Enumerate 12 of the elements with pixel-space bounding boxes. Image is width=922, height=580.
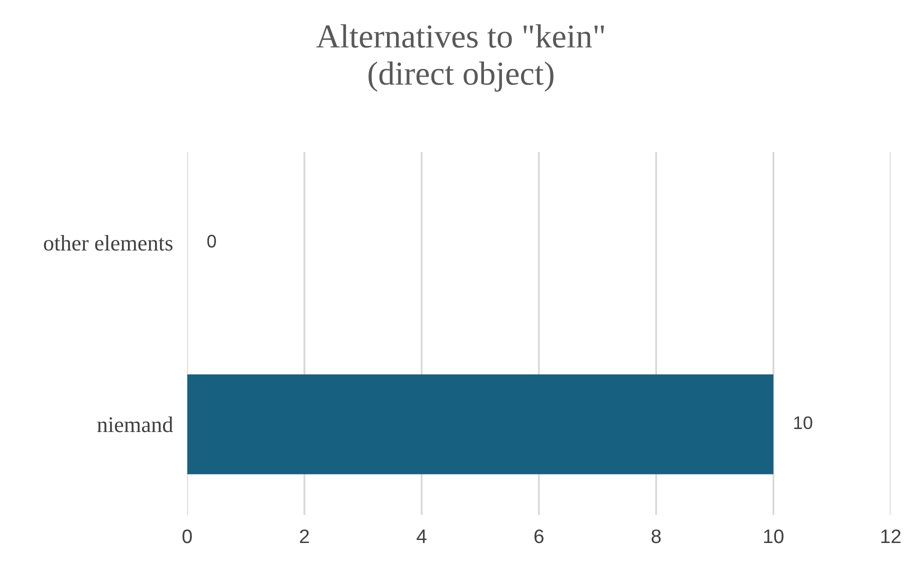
x-tick-label: 4 bbox=[416, 530, 426, 544]
chart-title: Alternatives to "kein" (direct object) bbox=[316, 24, 604, 92]
x-tick-label: 10 bbox=[764, 529, 784, 544]
x-tick-label: 2 bbox=[300, 529, 309, 544]
x-tick-label: 12 bbox=[881, 529, 900, 544]
y-tick-label: other elements bbox=[44, 235, 172, 251]
data-label: 10 bbox=[794, 416, 812, 430]
x-tick-label: 8 bbox=[652, 529, 661, 544]
x-tick-label: 0 bbox=[182, 529, 192, 544]
data-label: 0 bbox=[207, 234, 216, 248]
x-tick-label: 6 bbox=[534, 529, 544, 544]
y-tick-label: niemand bbox=[97, 416, 174, 432]
